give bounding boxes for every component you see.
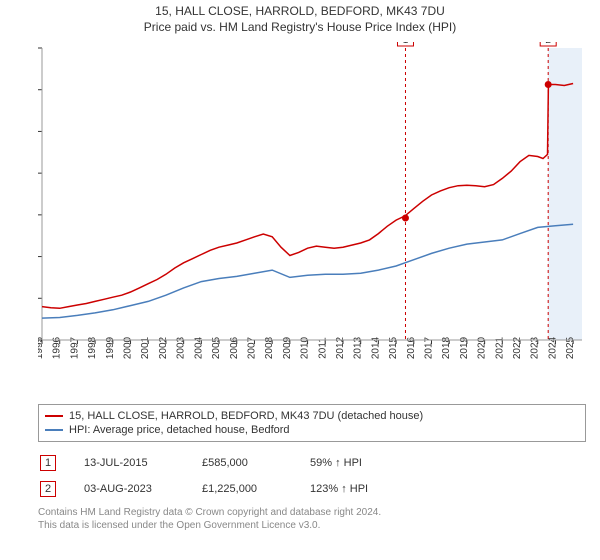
sale-marker: 1 — [40, 455, 56, 471]
legend-text: HPI: Average price, detached house, Bedf… — [69, 424, 290, 436]
sale-pct: 59% ↑ HPI — [310, 457, 362, 469]
footer: Contains HM Land Registry data © Crown c… — [38, 506, 586, 532]
legend-swatch — [45, 415, 63, 417]
svg-text:1: 1 — [403, 42, 409, 46]
legend: 15, HALL CLOSE, HARROLD, BEDFORD, MK43 7… — [38, 404, 586, 442]
sale-marker: 2 — [40, 481, 56, 497]
legend-text: 15, HALL CLOSE, HARROLD, BEDFORD, MK43 7… — [69, 410, 423, 422]
line-chart-svg: £0£200K£400K£600K£800K£1M£1.2M£1.4M19951… — [38, 42, 586, 392]
legend-swatch — [45, 429, 63, 431]
sale-date: 13-JUL-2015 — [84, 457, 174, 469]
sale-row: 2 03-AUG-2023 £1,225,000 123% ↑ HPI — [38, 476, 586, 502]
footer-line: This data is licensed under the Open Gov… — [38, 519, 586, 532]
titles: 15, HALL CLOSE, HARROLD, BEDFORD, MK43 7… — [0, 0, 600, 34]
legend-item: HPI: Average price, detached house, Bedf… — [45, 423, 579, 437]
sale-row: 1 13-JUL-2015 £585,000 59% ↑ HPI — [38, 450, 586, 476]
plot-area: £0£200K£400K£600K£800K£1M£1.2M£1.4M19951… — [38, 42, 586, 392]
sale-price: £585,000 — [202, 457, 282, 469]
legend-item: 15, HALL CLOSE, HARROLD, BEDFORD, MK43 7… — [45, 409, 579, 423]
title-line-2: Price paid vs. HM Land Registry's House … — [0, 20, 600, 34]
sale-date: 03-AUG-2023 — [84, 483, 174, 495]
sale-price: £1,225,000 — [202, 483, 282, 495]
title-line-1: 15, HALL CLOSE, HARROLD, BEDFORD, MK43 7… — [0, 4, 600, 18]
svg-text:2: 2 — [545, 42, 551, 46]
footer-line: Contains HM Land Registry data © Crown c… — [38, 506, 586, 519]
sale-pct: 123% ↑ HPI — [310, 483, 368, 495]
sales-table: 1 13-JUL-2015 £585,000 59% ↑ HPI 2 03-AU… — [38, 450, 586, 502]
chart-container: 15, HALL CLOSE, HARROLD, BEDFORD, MK43 7… — [0, 0, 600, 560]
